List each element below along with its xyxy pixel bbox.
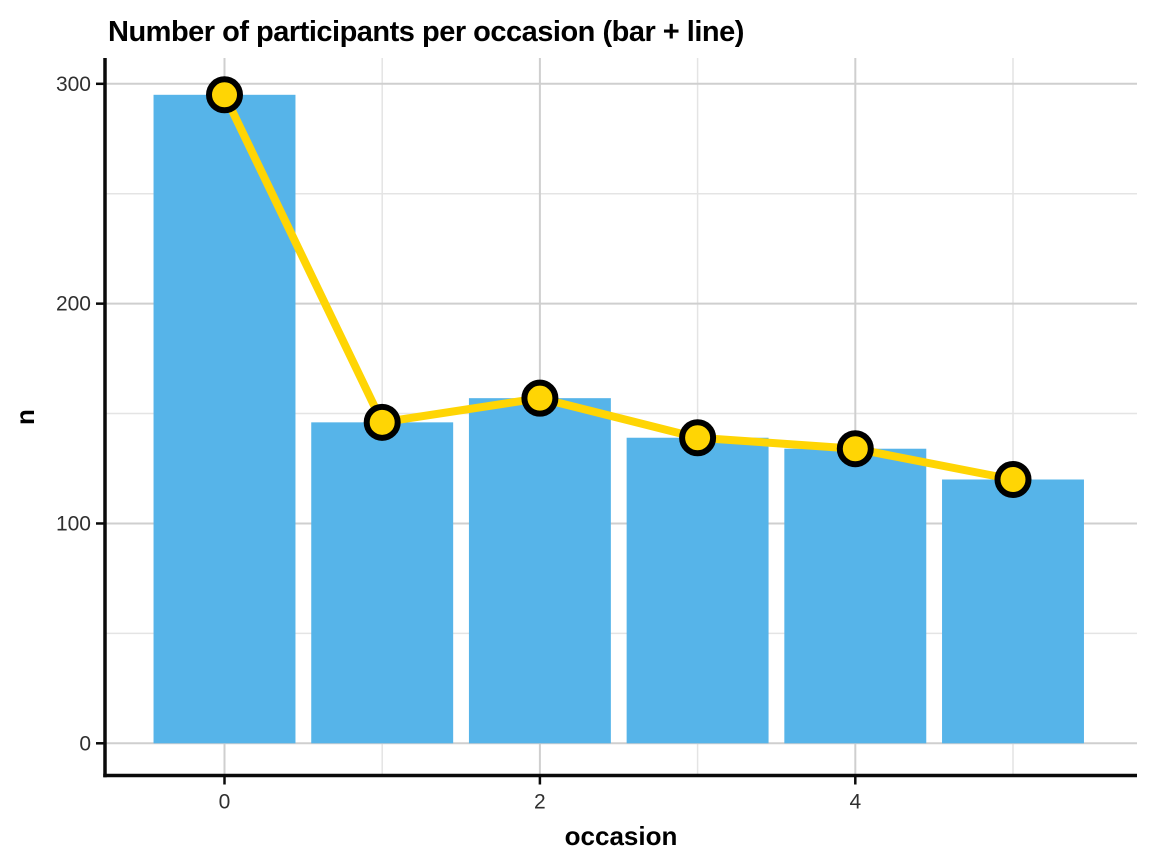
data-point-occasion-4 xyxy=(836,430,874,468)
bar-series xyxy=(153,94,1084,744)
tick-label-layer: 0 100 200 300 0 2 4 xyxy=(56,73,862,814)
data-point-occasion-0 xyxy=(206,76,243,114)
x-tick-label: 2 xyxy=(534,791,546,814)
data-point-occasion-1 xyxy=(363,403,401,441)
x-tick-label: 0 xyxy=(219,791,231,814)
trend-line xyxy=(220,90,1017,484)
y-tick-label: 200 xyxy=(56,293,91,316)
y-tick-label: 100 xyxy=(56,512,91,535)
bar-occasion-0 xyxy=(153,94,296,744)
y-axis-title: n xyxy=(10,409,40,425)
bar-occasion-3 xyxy=(626,437,769,744)
line-series xyxy=(206,76,1032,499)
data-point-occasion-3 xyxy=(679,419,717,457)
data-point-occasion-5 xyxy=(994,461,1032,499)
bar-occasion-2 xyxy=(468,398,611,744)
y-tick-label: 300 xyxy=(56,73,91,96)
bar-occasion-5 xyxy=(942,479,1084,744)
bar-occasion-1 xyxy=(311,422,454,744)
x-tick-label: 4 xyxy=(849,791,861,814)
bar-occasion-4 xyxy=(784,448,927,744)
y-tick-label: 0 xyxy=(79,732,91,755)
data-point-occasion-2 xyxy=(521,379,559,417)
x-axis-title: occasion xyxy=(565,821,678,851)
axis-layer xyxy=(96,58,1137,785)
chart-title: Number of participants per occasion (bar… xyxy=(108,16,744,48)
